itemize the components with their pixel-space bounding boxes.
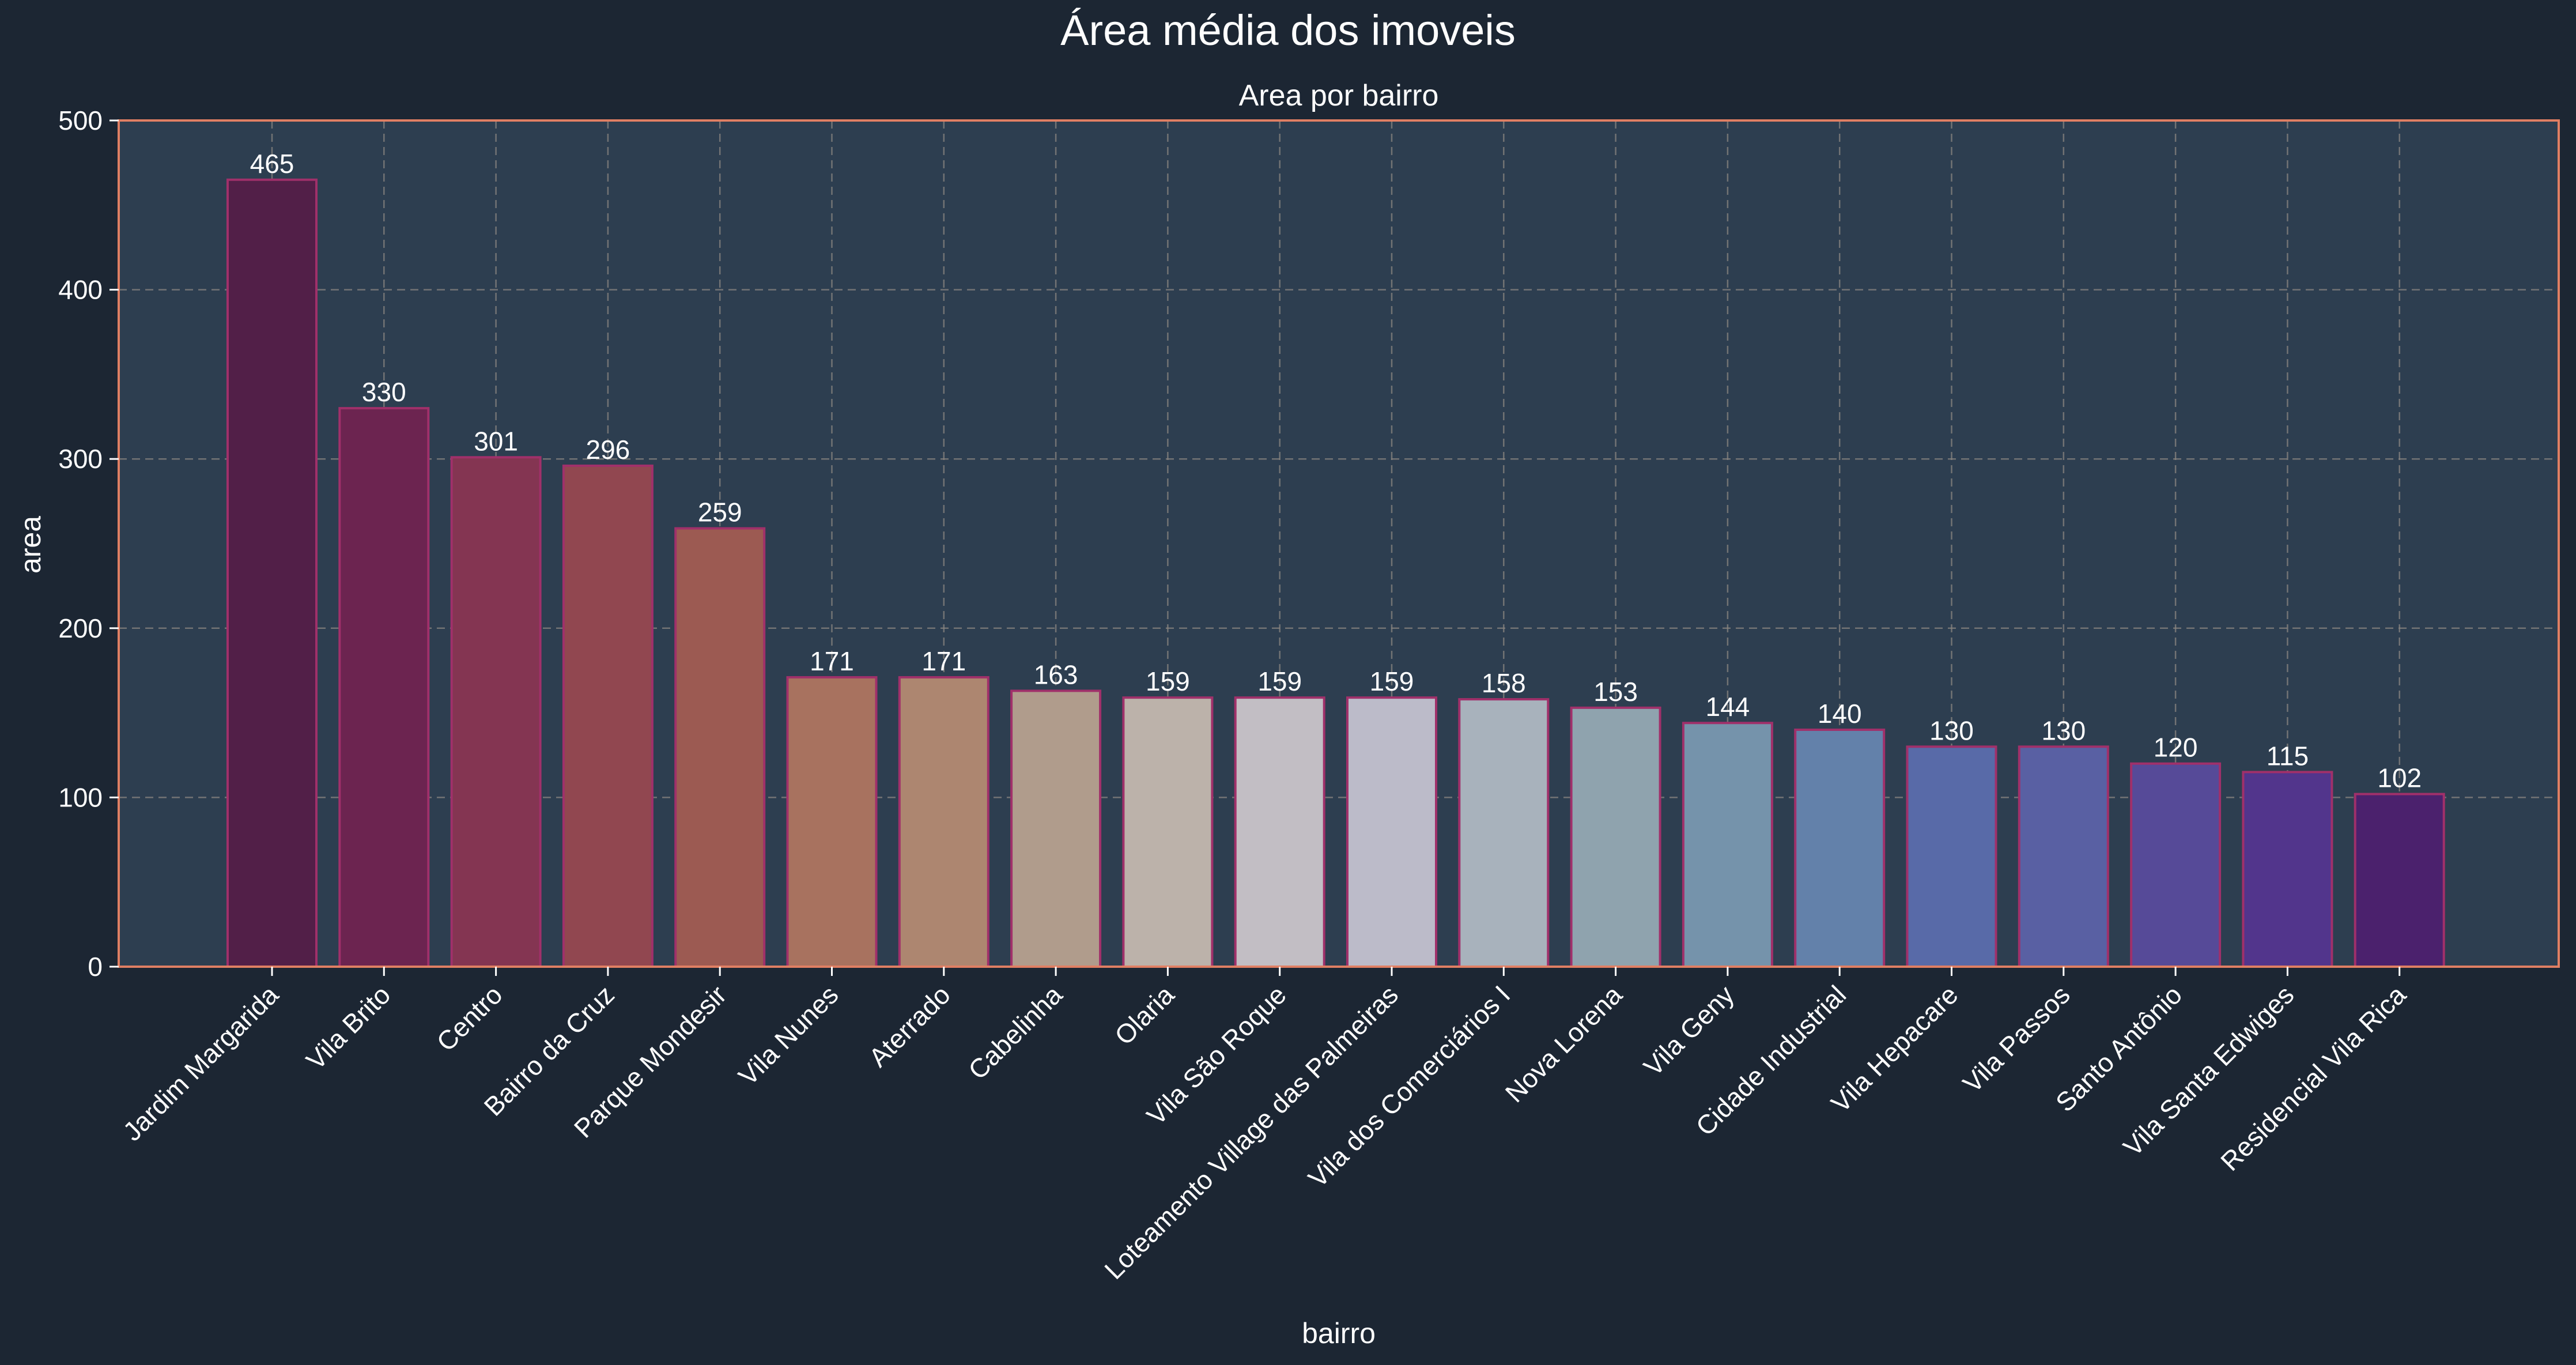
bar (1122, 696, 1214, 968)
bar (2354, 793, 2445, 968)
x-tick-label: Olaria (1109, 979, 1180, 1051)
bar-value-label: 465 (250, 149, 294, 179)
chart-suptitle: Área média dos imoveis (1060, 6, 1516, 54)
x-tick-label: Aterrado (863, 979, 956, 1073)
x-tick-label: Vila Passos (1957, 979, 2076, 1098)
bar (1570, 706, 1661, 968)
bar-value-label: 159 (1146, 666, 1190, 696)
chart-title: Area por bairro (1239, 79, 1439, 112)
x-tick-label: Nova Lorena (1499, 979, 1628, 1108)
y-tick-label: 300 (58, 444, 103, 474)
x-tick-label: Vila Geny (1638, 979, 1740, 1081)
bar-value-label: 102 (2377, 763, 2422, 793)
y-tick-label: 100 (58, 782, 103, 812)
bar-value-label: 130 (1929, 715, 1974, 745)
bar (226, 178, 318, 968)
x-tick-label: Centro (430, 979, 508, 1057)
bar (898, 676, 989, 968)
bar (1346, 696, 1437, 968)
bar (1010, 689, 1102, 968)
x-tick-label: Vila dos Comerciários I (1302, 979, 1516, 1193)
bar-value-label: 171 (921, 646, 966, 676)
bar-value-label: 301 (474, 426, 518, 456)
y-tick-label: 400 (58, 275, 103, 305)
bar-value-label: 130 (2041, 715, 2086, 745)
x-tick-label: Jardim Margarida (117, 979, 284, 1147)
bar (2130, 762, 2222, 968)
x-tick-label: Residencial Vila Rica (2215, 979, 2412, 1177)
bar-value-label: 163 (1034, 659, 1078, 689)
bar-value-label: 171 (810, 646, 854, 676)
y-tick-label: 200 (58, 613, 103, 643)
bar-value-label: 140 (1818, 699, 1862, 729)
y-axis-label: area (14, 516, 47, 574)
bar-value-label: 115 (2267, 741, 2309, 771)
bar-value-label: 259 (698, 497, 742, 527)
bar (1234, 696, 1325, 968)
bar (562, 464, 654, 968)
y-tick-label: 500 (58, 105, 103, 135)
x-axis-label: bairro (1302, 1317, 1376, 1349)
bar (786, 676, 878, 968)
bar-value-label: 120 (2154, 733, 2198, 763)
y-tick-label: 0 (88, 952, 103, 982)
bar (1682, 722, 1773, 968)
bar (2018, 745, 2109, 968)
bar (338, 407, 430, 968)
bar-value-label: 330 (362, 377, 406, 407)
bar-value-label: 144 (1706, 692, 1750, 722)
bar (1906, 745, 1997, 968)
bar-value-label: 159 (1257, 666, 1302, 696)
bar (1458, 698, 1550, 968)
bar (1794, 728, 1886, 968)
plot-frame (118, 119, 2560, 968)
bar (450, 456, 542, 968)
bar (2242, 771, 2333, 968)
bar-value-label: 159 (1370, 666, 1414, 696)
bar-value-label: 158 (1482, 668, 1526, 698)
x-tick-label: Cabelinha (962, 979, 1068, 1085)
bar (674, 527, 766, 968)
x-tick-label: Vila Nunes (732, 979, 844, 1091)
x-tick-label: Vila Brito (300, 979, 396, 1075)
bar-value-label: 153 (1593, 677, 1638, 707)
bar-value-label: 296 (586, 435, 630, 465)
